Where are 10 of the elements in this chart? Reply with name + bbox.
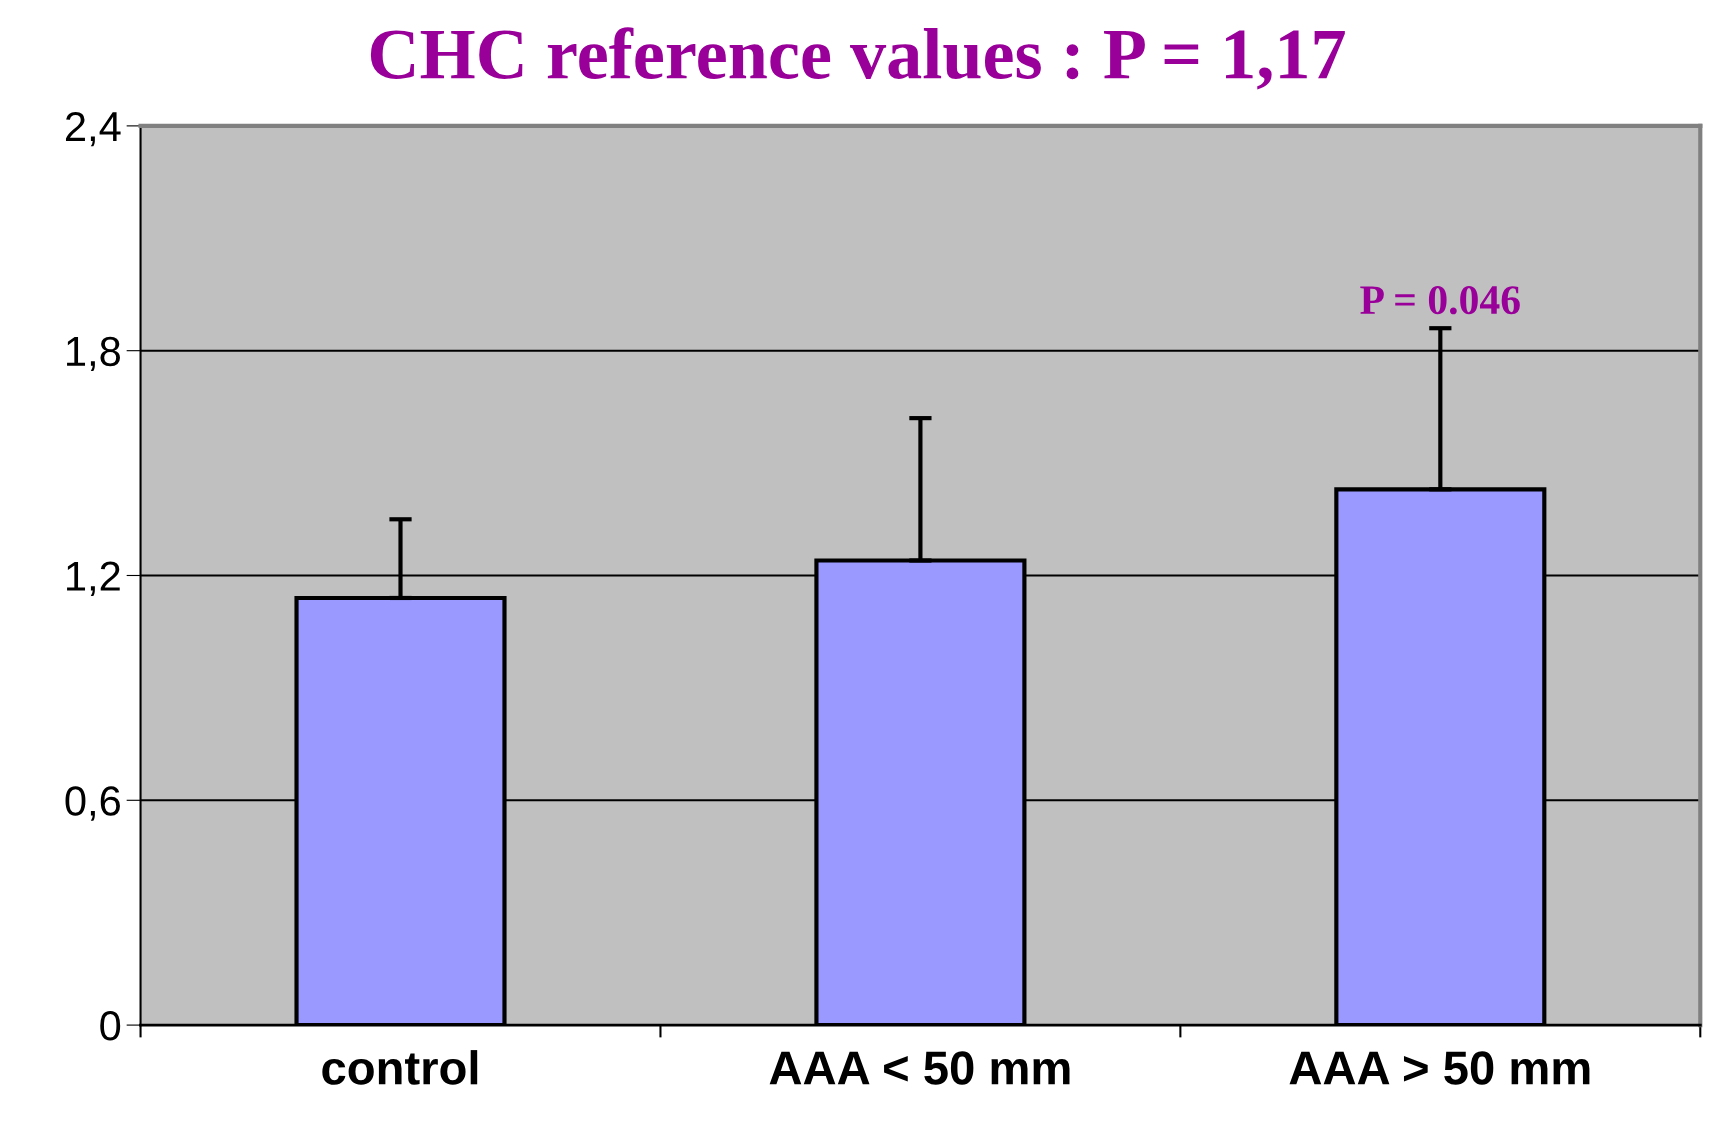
y-tick-label: 1,2: [67, 561, 120, 596]
y-tick-label: 0: [100, 1011, 121, 1041]
y-tick-label: 1,8: [67, 336, 120, 372]
y-tick-label: 0,6: [65, 786, 120, 821]
chart-title: CHC reference values : P = 1,17: [370, 27, 1345, 90]
y-tick-label: 2,4: [65, 111, 121, 147]
x-tick-label: control: [322, 1050, 478, 1085]
annotation: P = 0.046: [1360, 286, 1520, 315]
x-tick-label: AAA < 50 mm: [769, 1051, 1070, 1085]
x-tick-label: AAA > 50 mm: [1289, 1051, 1590, 1085]
